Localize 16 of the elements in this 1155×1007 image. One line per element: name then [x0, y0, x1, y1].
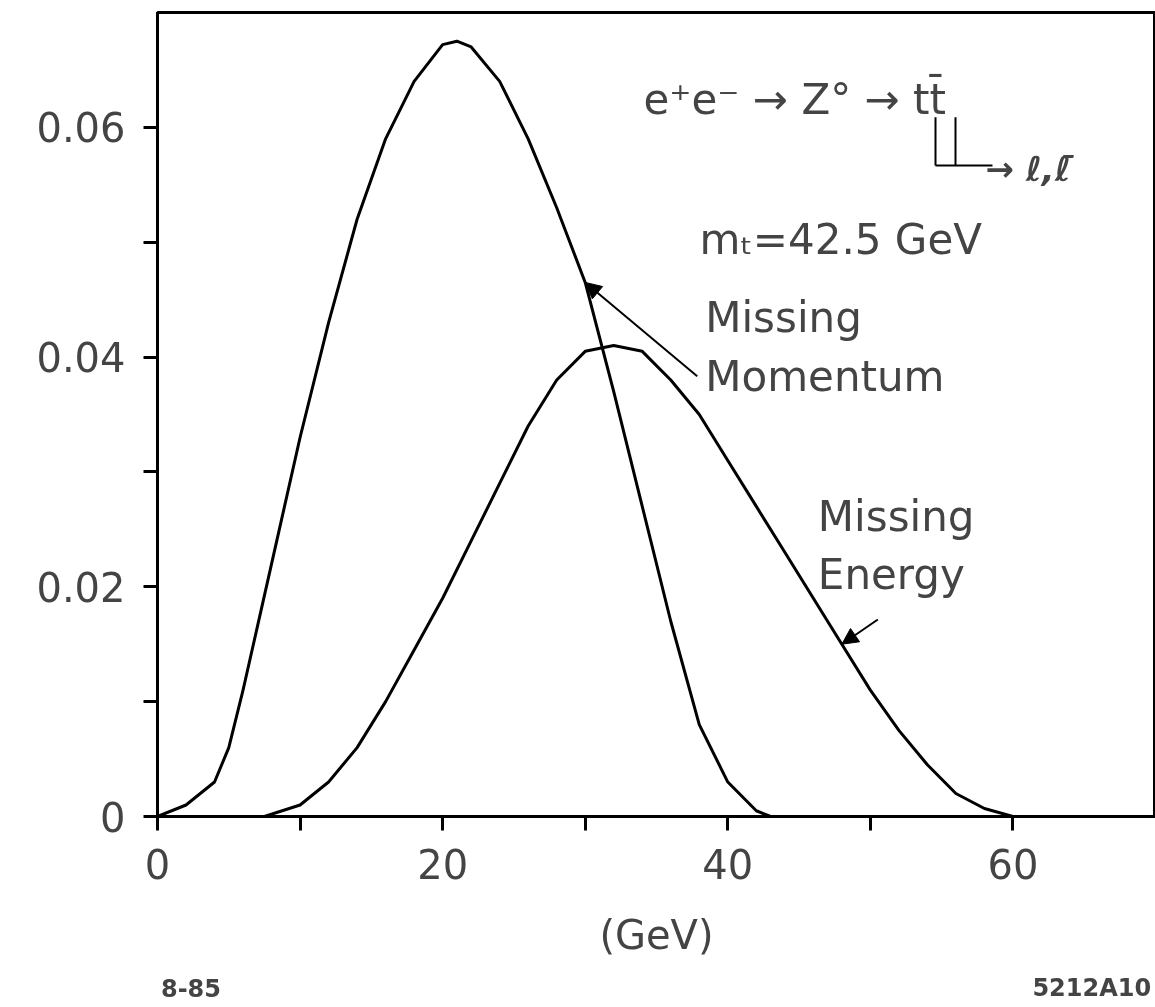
y-tick-label: 0: [100, 794, 126, 841]
text: 5212A10: [1032, 973, 1152, 1002]
annotation: Missing Momentum: [705, 292, 945, 401]
y-tick-label: 0.04: [36, 335, 126, 382]
annotation: e⁺e⁻ → Z° → tt̄: [643, 73, 947, 124]
x-tick-label: 0: [144, 841, 171, 888]
x-axis-title: (GeV): [599, 911, 714, 958]
x-tick-label: 20: [417, 841, 469, 888]
x-tick-label: 40: [702, 841, 754, 888]
text: 8-85: [160, 974, 222, 1003]
y-tick-label: 0.06: [36, 105, 126, 152]
annotation: → ℓ,ℓ̄: [985, 148, 1075, 189]
x-tick-label: 60: [987, 841, 1039, 888]
annotation: mₜ=42.5 GeV: [699, 215, 983, 265]
y-tick-label: 0.02: [36, 564, 126, 611]
annotation: Missing Energy: [817, 491, 975, 600]
